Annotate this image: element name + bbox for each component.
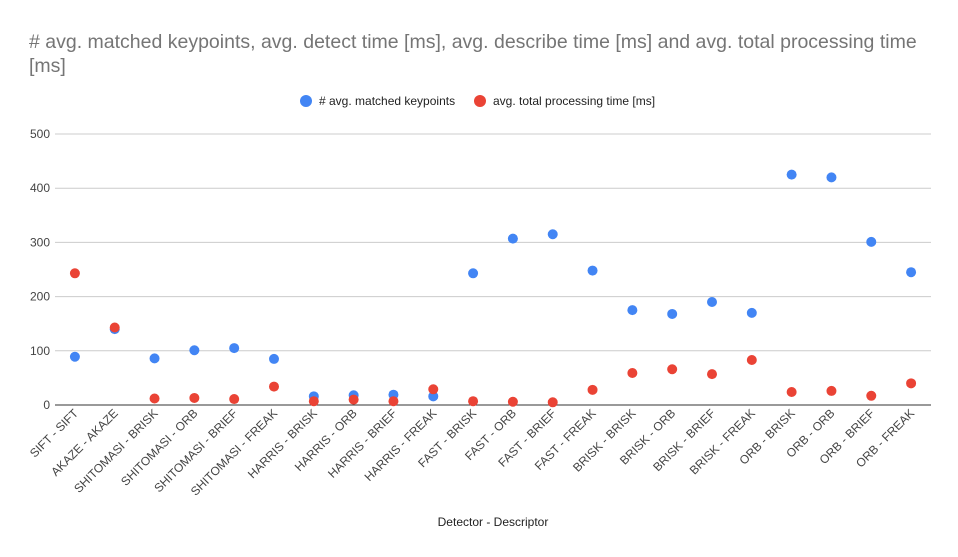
- data-point-series-1: [786, 169, 797, 180]
- data-point-series-1: [667, 308, 678, 319]
- data-point-series-1: [269, 353, 279, 364]
- data-point-series-2: [826, 385, 837, 396]
- data-point-series-1: [149, 353, 160, 364]
- x-axis-title: Detector - Descriptor: [438, 515, 549, 529]
- data-point-series-2: [746, 355, 757, 366]
- data-point-series-2: [866, 390, 877, 401]
- data-point-series-2: [229, 394, 240, 405]
- legend-label: avg. total processing time [ms]: [493, 94, 655, 108]
- y-tick-label: 300: [30, 235, 50, 249]
- gridlines: [55, 133, 931, 406]
- data-point-series-2: [109, 322, 120, 333]
- y-tick-label: 200: [30, 290, 50, 304]
- legend-label: # avg. matched keypoints: [319, 94, 455, 108]
- y-tick-label: 400: [30, 181, 50, 195]
- data-point-series-1: [507, 233, 518, 244]
- data-point-series-1: [826, 172, 837, 183]
- data-point-series-2: [507, 396, 518, 407]
- data-point-series-2: [587, 384, 598, 395]
- data-point-series-2: [348, 394, 359, 405]
- x-tick-label: HARRIS - BRIEF: [325, 406, 399, 480]
- data-point-series-2: [428, 384, 439, 395]
- x-tick-label: HARRIS - FREAK: [362, 406, 440, 484]
- data-point-series-2: [906, 378, 917, 389]
- y-axis-ticks: 0 100 200 300 400 500: [30, 127, 50, 412]
- data-point-series-1: [906, 267, 917, 278]
- y-tick-label: 100: [30, 344, 50, 358]
- data-point-series-1: [189, 345, 200, 356]
- data-point-series-2: [189, 392, 200, 403]
- data-point-series-1: [627, 305, 638, 316]
- data-point-series-2: [547, 397, 558, 408]
- data-point-series-2: [269, 381, 279, 392]
- data-point-series-1: [547, 229, 558, 240]
- data-point-series-1: [707, 297, 717, 308]
- data-point-series-2: [667, 364, 678, 375]
- data-point-series-2: [149, 393, 160, 404]
- data-point-series-2: [308, 396, 319, 407]
- data-point-series-2: [468, 396, 479, 407]
- data-point-series-1: [428, 391, 439, 402]
- data-point-series-1: [587, 265, 598, 276]
- data-point-series-1: [229, 343, 240, 354]
- data-point-series-2: [627, 368, 638, 379]
- legend-marker: [474, 95, 486, 107]
- data-point-series-2: [388, 396, 399, 407]
- data-point-series-1: [746, 307, 757, 318]
- chart-title: # avg. matched keypoints, avg. detect ti…: [29, 31, 917, 77]
- x-tick-label: HARRIS - BRISK: [245, 406, 320, 481]
- legend: # avg. matched keypoints avg. total proce…: [300, 94, 655, 108]
- data-point-series-2: [707, 369, 717, 380]
- y-tick-label: 0: [43, 398, 50, 412]
- data-point-series-1: [866, 236, 877, 247]
- data-point-series-1: [69, 351, 80, 362]
- data-point-series-1: [468, 268, 479, 279]
- y-tick-label: 500: [30, 127, 50, 141]
- data-point-series-2: [69, 268, 80, 279]
- data-points: [69, 169, 917, 408]
- legend-marker: [300, 95, 312, 107]
- data-point-series-2: [786, 386, 797, 397]
